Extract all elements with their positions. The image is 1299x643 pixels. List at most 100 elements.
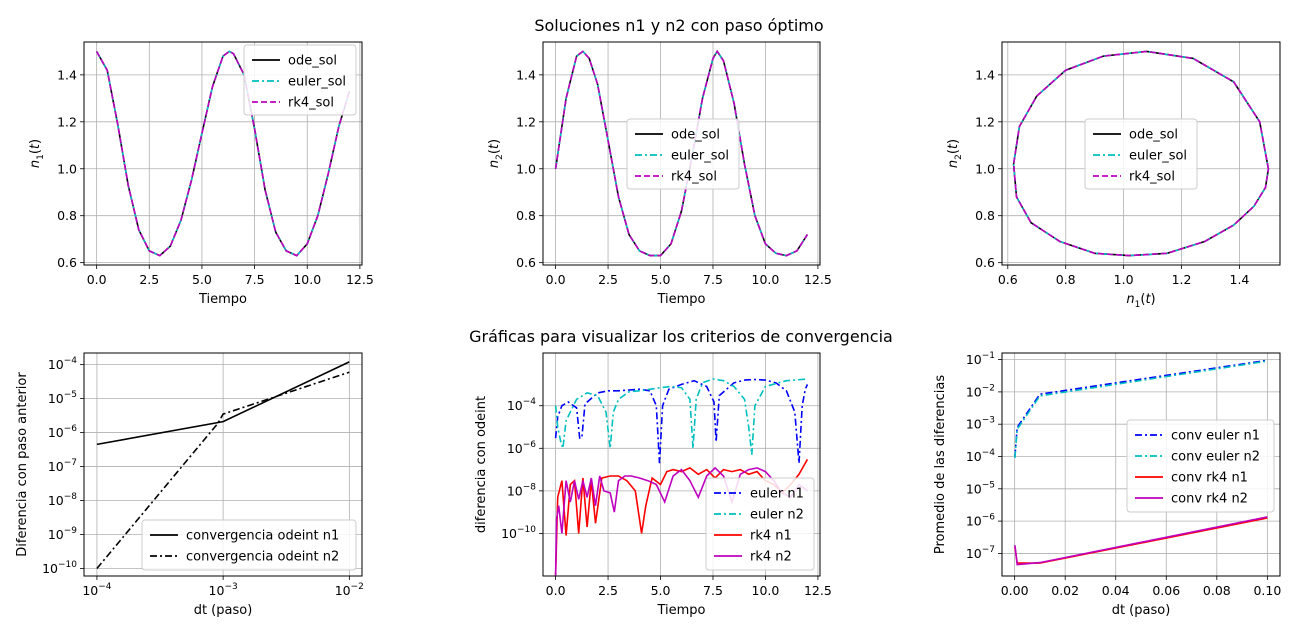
y-tick-label: 1.2	[975, 114, 995, 129]
legend-box	[1126, 419, 1275, 513]
legend-label: convergencia odeint n1	[186, 529, 339, 544]
legend-label: convergencia odeint n2	[186, 550, 339, 565]
y-tick-label: 0.8	[57, 208, 77, 223]
x-tick-label: 12.5	[346, 272, 374, 287]
legend-label: rk4_sol	[1129, 170, 1175, 185]
x-tick-label: 0.00	[1001, 583, 1029, 598]
legend: ode_sol euler_sol rk4_sol	[243, 44, 357, 116]
series-line-convergencia-odeint-n2	[96, 371, 350, 570]
y-tick-label: 1.0	[975, 161, 995, 176]
legend-label: conv rk4 n2	[1171, 492, 1248, 507]
legend-label: rk4_sol	[288, 96, 334, 111]
axes-frame	[542, 41, 821, 266]
y-tick-label: 0.6	[975, 255, 995, 270]
y-tick-label: 10−4	[507, 397, 536, 413]
series-line-conv-euler-n1	[1014, 359, 1268, 457]
y-tick-label: 10−10	[42, 560, 77, 576]
legend-label: euler_sol	[1129, 149, 1187, 164]
x-tick-label: 0.6	[998, 272, 1018, 287]
x-tick-label: 0.8	[1056, 272, 1076, 287]
bottom-title: Gráficas para visualizar los criterios d…	[469, 327, 893, 346]
y-tick-label: 1.4	[516, 67, 536, 82]
y-tick-label: 10−5	[966, 480, 995, 496]
y-tick-label: 10−6	[48, 424, 77, 440]
legend-label: conv euler n2	[1171, 450, 1260, 465]
legend-label: ode_sol	[288, 54, 337, 69]
x-tick-label: 10.0	[293, 272, 321, 287]
y-tick-label: 1.0	[516, 161, 536, 176]
legend-label: euler_sol	[288, 75, 346, 90]
x-tick-label: 10.0	[752, 583, 780, 598]
y-tick-label: 10−8	[507, 482, 536, 498]
legend-label: conv rk4 n1	[1171, 471, 1248, 486]
legend: ode_sol euler_sol rk4_sol	[1084, 118, 1198, 190]
y-tick-label: 1.2	[516, 114, 536, 129]
legend-label: rk4 n2	[750, 550, 792, 565]
y-tick-label: 10−3	[966, 416, 995, 432]
legend-label: euler n1	[750, 487, 804, 502]
x-axis-label: Tiempo	[198, 292, 247, 307]
x-axis-label: dt (paso)	[194, 603, 253, 618]
plot-n2-vs-time: 0.0 2.5 5.0 7.5 10.0 12.5 0.6 0.8 1.0 1.2 1.4 Tiemp…	[487, 41, 832, 307]
y-tick-label: 10−1	[966, 351, 995, 367]
x-tick-label: 12.5	[804, 272, 832, 287]
series-line-rk4_sol	[95, 50, 351, 257]
y-tick-label: 10−4	[48, 356, 77, 372]
x-tick-label: 1.2	[1172, 272, 1192, 287]
axes-frame	[1001, 352, 1281, 577]
x-tick-label: 2.5	[598, 272, 618, 287]
top-title: Soluciones n1 y n2 con paso óptimo	[534, 16, 823, 35]
x-tick-label: 7.5	[703, 272, 723, 287]
legend-label: rk4_sol	[671, 170, 717, 185]
legend-label: conv euler n1	[1171, 429, 1260, 444]
x-tick-label: 0.10	[1253, 583, 1281, 598]
series-line-rk4-n1	[554, 459, 809, 576]
x-tick-label: 5.0	[192, 272, 212, 287]
y-tick-label: 10−8	[48, 492, 77, 508]
legend-label: euler n2	[750, 508, 804, 523]
y-tick-label: 10−10	[501, 525, 536, 541]
x-tick-label: 0.0	[546, 583, 566, 598]
x-tick-label: 0.0	[546, 272, 566, 287]
legend-label: euler_sol	[671, 149, 729, 164]
plot-difference-with-odeint: 0.0 2.5 5.0 7.5 10.0 12.5 10−10 10−8 10−6 10−4 Tie…	[474, 352, 832, 618]
x-tick-label: 1.0	[1114, 272, 1134, 287]
legend-box	[243, 44, 357, 116]
x-tick-label: 10−3	[209, 582, 238, 598]
series-line-rk4_sol	[554, 49, 809, 257]
x-tick-label: 10−2	[335, 582, 364, 598]
axes-frame	[83, 352, 363, 577]
y-tick-label: 0.6	[57, 255, 77, 270]
y-tick-label: 1.4	[975, 67, 995, 82]
x-tick-label: 7.5	[245, 272, 265, 287]
y-axis-label: n2(t)	[946, 139, 964, 168]
y-axis-label: diferencia con odeint	[474, 396, 489, 533]
x-tick-label: 0.0	[87, 272, 107, 287]
axes-frame	[83, 41, 363, 266]
plot-phase-n2-vs-n1: 0.6 0.8 1.0 1.2 1.4 0.6 0.8 1.0 1.2 1.4 n1(t) n2(t)…	[946, 41, 1281, 310]
x-tick-label: 12.5	[804, 583, 832, 598]
legend: conv euler n1 conv euler n2 conv rk4 n1 con…	[1126, 419, 1275, 513]
series-line-conv-rk4-n2	[1014, 516, 1268, 566]
y-axis-label: n2(t)	[487, 139, 505, 168]
legend-label: ode_sol	[671, 128, 720, 143]
y-tick-label: 10−4	[966, 448, 995, 464]
x-tick-label: 2.5	[139, 272, 159, 287]
x-axis-label: Tiempo	[656, 603, 705, 618]
series-line-euler-n1	[554, 378, 809, 464]
y-tick-label: 10−6	[966, 513, 995, 529]
series-line-euler-n2	[554, 378, 808, 455]
y-tick-label: 0.6	[516, 255, 536, 270]
x-axis-label: n1(t)	[1126, 292, 1155, 310]
legend-label: ode_sol	[1129, 128, 1178, 143]
x-axis-label: dt (paso)	[1112, 603, 1171, 618]
legend-box	[141, 519, 357, 571]
y-axis-label: Diferencia con paso anterior	[15, 372, 30, 557]
plot-n1-vs-time: 0.0 2.5 5.0 7.5 10.0 12.5 0.6 0.8 1.0 1.2 1.4 Tiemp…	[28, 41, 374, 307]
legend: euler n1 euler n2 rk4 n1 rk4 n2	[705, 477, 815, 571]
y-tick-label: 1.4	[57, 67, 77, 82]
y-tick-label: 1.0	[57, 161, 77, 176]
legend-box	[626, 118, 740, 190]
legend-label: rk4 n1	[750, 529, 792, 544]
